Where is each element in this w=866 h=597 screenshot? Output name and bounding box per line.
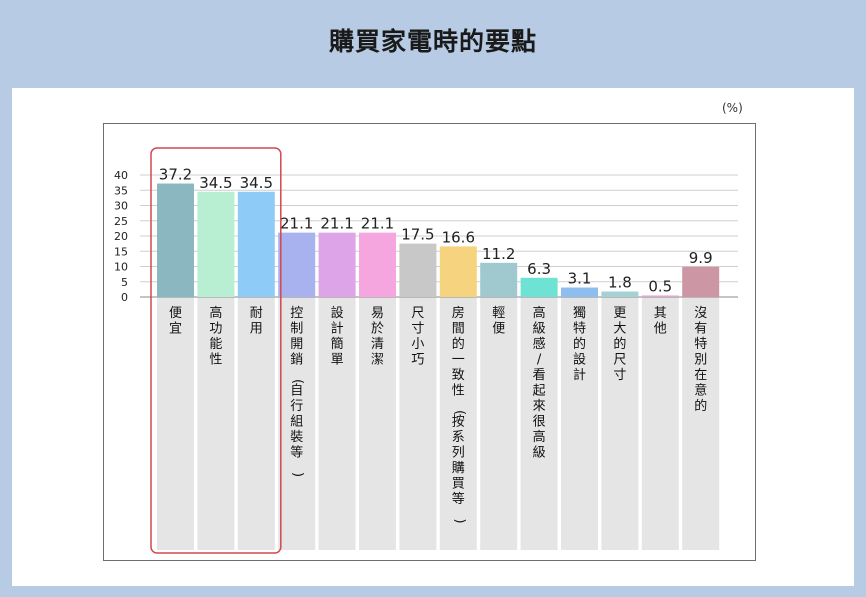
category-label: 易於清潔 <box>371 306 384 368</box>
category-label: 設計簡單 <box>331 305 344 368</box>
category-background <box>641 297 679 550</box>
category-background <box>278 297 316 550</box>
highlight-box <box>150 147 282 554</box>
bar <box>157 183 194 297</box>
category-label: 更大的尺寸 <box>613 306 626 383</box>
bar <box>439 246 477 297</box>
category-label: 輕便 <box>492 306 505 337</box>
category-label: 高級感/看起來很高級 <box>533 305 546 461</box>
data-label: 9.9 <box>689 249 713 267</box>
data-label: 3.1 <box>568 270 592 288</box>
bar <box>561 287 598 297</box>
data-label: 34.5 <box>240 174 273 192</box>
data-label: 11.2 <box>482 245 515 263</box>
category-label: 尺寸小巧 <box>411 306 424 368</box>
category-label: 獨特的設計 <box>573 306 586 383</box>
category-label: 高功能性 <box>209 305 222 368</box>
y-tick-label: 35 <box>114 184 128 197</box>
y-tick-label: 15 <box>114 245 128 258</box>
category-background <box>197 297 235 550</box>
bar <box>237 191 275 297</box>
category-background <box>520 297 558 550</box>
bar <box>399 243 437 297</box>
y-tick-label: 25 <box>114 215 128 228</box>
unit-label: (%) <box>722 101 743 115</box>
data-label: 0.5 <box>648 277 672 295</box>
data-label: 1.8 <box>608 274 632 292</box>
category-background <box>237 297 275 550</box>
bar <box>318 232 356 297</box>
y-tick-label: 30 <box>114 200 128 213</box>
y-tick-label: 10 <box>114 261 128 274</box>
category-backgrounds <box>157 297 720 550</box>
data-label: 34.5 <box>199 174 232 192</box>
page-title: 購買家電時的要點 <box>328 27 537 56</box>
data-label: 21.1 <box>361 215 394 233</box>
bar <box>520 277 558 297</box>
category-label: 便宜 <box>169 306 182 337</box>
value-labels: 37.2 34.5 34.5 21.1 21.1 21.1 17.5 16.6 11.2 6.3 3… <box>159 166 713 296</box>
category-labels: 便宜 高功能性 耐用 控制開銷(自行組裝等) 設計簡單 易於清潔 尺寸小巧 房間的一致性(按系… <box>169 305 707 524</box>
bar <box>359 232 396 297</box>
category-background <box>439 297 477 550</box>
bar <box>641 295 679 297</box>
data-label: 37.2 <box>159 166 192 184</box>
category-label: 沒有特別在意的 <box>694 306 707 414</box>
data-label: 17.5 <box>401 226 434 244</box>
category-label: 控制開銷(自行組裝等) <box>290 306 305 477</box>
category-label: 耐用 <box>250 306 263 337</box>
category-background <box>157 297 194 550</box>
bar <box>197 191 235 297</box>
category-background <box>682 297 720 550</box>
data-label: 21.1 <box>280 215 313 233</box>
category-background <box>561 297 598 550</box>
y-tick-label: 0 <box>121 291 128 304</box>
y-tick-label: 5 <box>121 276 128 289</box>
category-background <box>601 297 639 550</box>
category-label: 房間的一致性(按系列購買等) <box>452 305 467 524</box>
y-tick-label: 40 <box>114 169 128 182</box>
bars <box>157 183 720 297</box>
data-label: 6.3 <box>527 260 551 278</box>
y-axis-ticks: 0 5 10 15 20 25 30 35 40 <box>114 169 128 304</box>
bar <box>601 291 639 297</box>
category-background <box>399 297 437 550</box>
bar <box>278 232 316 297</box>
category-label: 其他 <box>654 306 667 337</box>
bar <box>480 262 518 297</box>
data-label: 21.1 <box>320 215 353 233</box>
bar <box>682 266 720 297</box>
category-background <box>359 297 396 550</box>
category-background <box>480 297 518 550</box>
data-label: 16.6 <box>442 228 475 246</box>
y-tick-label: 20 <box>114 230 128 243</box>
category-background <box>318 297 356 550</box>
highlight-box-rect <box>150 147 282 554</box>
